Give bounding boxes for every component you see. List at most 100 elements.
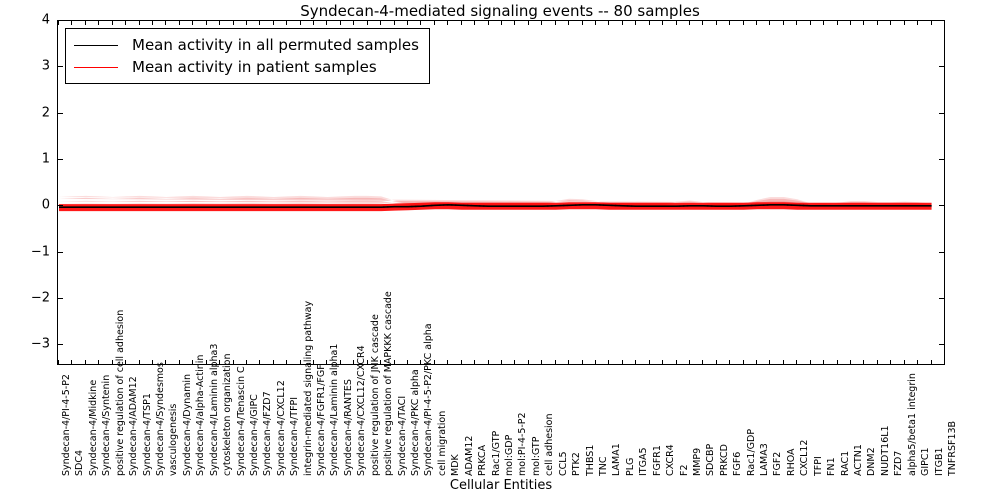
- y-tick-mark: [57, 251, 63, 253]
- y-tick-mark: [57, 66, 63, 68]
- x-tick-mark: [796, 360, 798, 365]
- x-tick-mark: [729, 20, 731, 25]
- x-tick-mark: [715, 360, 717, 365]
- x-tick-label: positive regulation of cell adhesion: [114, 309, 126, 476]
- y-tick-mark: [939, 20, 945, 21]
- x-tick-mark: [581, 20, 583, 25]
- x-axis-label: Cellular Entities: [449, 478, 553, 493]
- x-tick-label: positive regulation of MAPKKK cascade: [383, 291, 395, 476]
- plot-clip: [58, 21, 944, 364]
- x-tick-mark: [178, 360, 180, 365]
- x-tick-label: F2: [678, 464, 690, 476]
- x-tick-mark: [245, 360, 247, 365]
- y-tick-mark: [57, 297, 63, 299]
- y-tick-label: −2: [30, 290, 50, 306]
- x-tick-mark: [259, 360, 261, 365]
- x-tick-label: Syndecan-4/PKC alpha: [410, 369, 422, 476]
- x-tick-label: LAMA3: [759, 443, 771, 476]
- x-tick-mark: [594, 360, 596, 365]
- legend-item: Mean activity in all permuted samples: [74, 34, 419, 56]
- x-tick-label: PTK2: [571, 452, 583, 476]
- x-tick-label: positive regulation of JNK cascade: [369, 314, 381, 476]
- x-tick-mark: [850, 360, 852, 365]
- x-tick-label: vasculogenesis: [168, 403, 180, 476]
- x-tick-mark: [890, 360, 892, 365]
- x-tick-mark: [581, 360, 583, 365]
- x-tick-label: Syndecan-4/TFPI: [289, 396, 301, 476]
- x-tick-label: SDC4: [74, 449, 86, 476]
- x-tick-mark: [876, 20, 878, 25]
- x-tick-mark: [917, 360, 919, 365]
- x-tick-label: integrin-mediated signaling pathway: [302, 300, 314, 476]
- x-tick-mark: [514, 360, 516, 365]
- x-tick-mark: [742, 20, 744, 25]
- x-tick-mark: [259, 20, 261, 25]
- x-tick-mark: [594, 20, 596, 25]
- x-tick-mark: [662, 360, 664, 365]
- x-tick-mark: [219, 20, 221, 25]
- x-tick-label: Syndecan-4/Syntenin: [101, 374, 113, 476]
- y-tick-mark: [939, 297, 945, 299]
- x-tick-label: Syndecan-4/PI-4-5-P2: [61, 374, 72, 476]
- x-tick-mark: [863, 20, 865, 25]
- y-tick-label: −1: [30, 244, 50, 260]
- y-tick-mark: [939, 344, 945, 346]
- x-tick-label: GIPC1: [920, 447, 932, 476]
- x-tick-label: cytoskeleton organization: [222, 353, 234, 476]
- x-tick-mark: [930, 360, 932, 365]
- x-tick-mark: [796, 20, 798, 25]
- x-tick-mark: [621, 360, 623, 365]
- y-tick-label: −3: [30, 336, 50, 352]
- x-tick-mark: [890, 20, 892, 25]
- x-tick-mark: [809, 360, 811, 365]
- x-tick-mark: [756, 20, 758, 25]
- x-tick-mark: [501, 360, 502, 365]
- y-tick-label: 3: [41, 58, 50, 74]
- x-tick-label: FGF2: [772, 451, 784, 476]
- x-tick-label: THBS1: [584, 444, 596, 476]
- x-tick-mark: [151, 360, 153, 365]
- x-tick-label: mol:GDP: [504, 434, 515, 476]
- x-tick-label: mol:GTP: [530, 436, 542, 476]
- x-tick-mark: [648, 360, 650, 365]
- x-tick-mark: [178, 20, 180, 25]
- x-tick-label: CCL5: [557, 451, 569, 476]
- x-tick-mark: [702, 20, 704, 25]
- x-tick-mark: [272, 360, 274, 365]
- x-tick-label: Syndecan-4/FGFR1/FGF: [316, 364, 328, 476]
- x-tick-mark: [917, 20, 919, 25]
- x-tick-mark: [836, 360, 838, 365]
- x-tick-label: CXCR4: [665, 444, 677, 476]
- x-tick-mark: [635, 360, 637, 365]
- x-tick-mark: [84, 360, 86, 365]
- x-tick-mark: [527, 20, 529, 25]
- x-tick-label: MMP9: [691, 447, 703, 476]
- x-tick-label: Syndecan-4/Dynamin: [181, 374, 193, 476]
- x-tick-label: ACTN1: [853, 444, 865, 476]
- x-tick-mark: [71, 20, 73, 25]
- x-tick-label: Syndecan-4/RANTES: [342, 379, 354, 476]
- x-tick-mark: [447, 360, 449, 365]
- x-tick-mark: [903, 20, 905, 25]
- x-tick-mark: [353, 20, 355, 25]
- x-tick-mark: [286, 20, 288, 25]
- legend-line-patient: [74, 66, 118, 68]
- x-tick-label: Syndecan-4/Midkine: [87, 379, 99, 476]
- x-tick-label: LAMA1: [611, 443, 623, 476]
- x-tick-mark: [688, 20, 690, 25]
- x-tick-label: Syndecan-4/CXCL12/CXCR4: [356, 345, 368, 476]
- x-tick-mark: [876, 360, 878, 365]
- x-tick-mark: [299, 360, 301, 365]
- x-tick-mark: [420, 360, 422, 365]
- x-tick-mark: [58, 360, 59, 365]
- x-tick-mark: [608, 360, 610, 365]
- x-tick-mark: [487, 20, 489, 25]
- x-tick-label: PRKCD: [718, 444, 730, 476]
- y-tick-mark: [939, 158, 945, 160]
- y-tick-mark: [57, 20, 63, 21]
- x-tick-mark: [232, 360, 234, 365]
- x-tick-mark: [863, 360, 865, 365]
- y-tick-label: 1: [41, 151, 50, 167]
- x-tick-label: FZD7: [893, 450, 905, 476]
- x-tick-mark: [662, 20, 664, 25]
